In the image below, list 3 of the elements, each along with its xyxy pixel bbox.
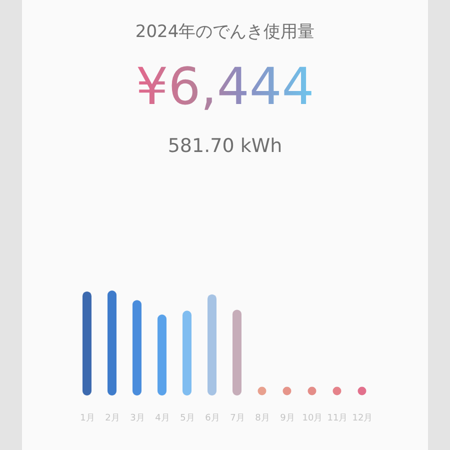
text: ¥6,444 [136,58,314,117]
chart-title: 2024年のでんき使用量 [135,22,315,42]
text: 581.70 kWh [168,135,282,157]
